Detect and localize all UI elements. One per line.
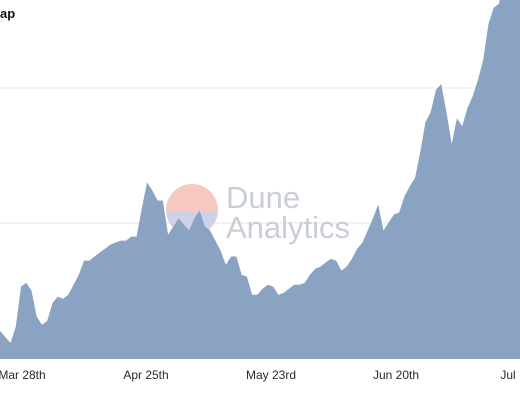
x-tick-label: Jun 20th <box>373 368 419 382</box>
watermark-line1: Dune <box>226 180 300 215</box>
series-area <box>0 0 520 359</box>
x-axis-ticks: Mar 28th Apr 25th May 23rd Jun 20th Jul <box>0 368 516 382</box>
watermark-logo-top <box>166 184 218 212</box>
x-tick-label: May 23rd <box>246 368 296 382</box>
chart-title: ap <box>0 6 16 21</box>
x-tick-label: Apr 25th <box>123 368 168 382</box>
x-tick-label: Jul <box>500 368 515 382</box>
watermark-line2: Analytics <box>226 210 350 245</box>
x-tick-label: Mar 28th <box>0 368 46 382</box>
